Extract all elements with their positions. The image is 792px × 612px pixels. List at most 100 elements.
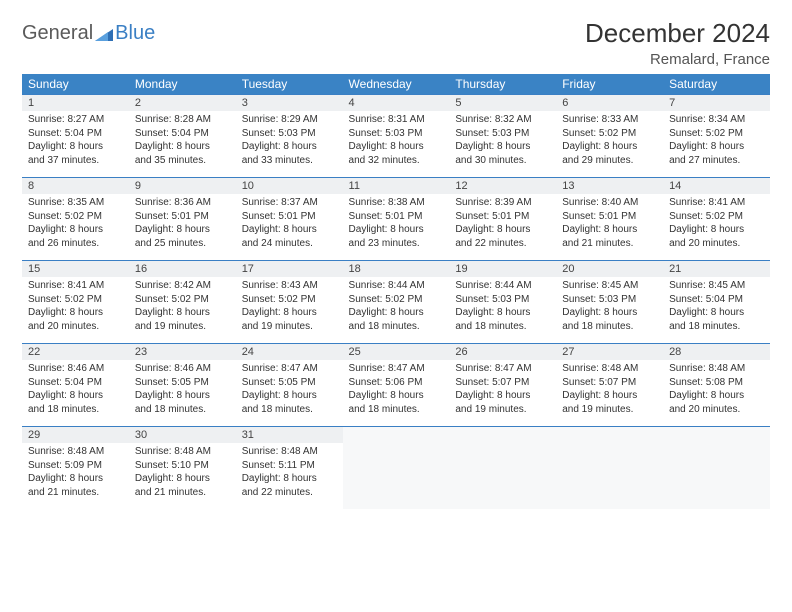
day-d1: Daylight: 8 hours [135, 140, 230, 154]
day-detail-cell: Sunrise: 8:48 AMSunset: 5:07 PMDaylight:… [556, 360, 663, 427]
day-d2: and 18 minutes. [135, 403, 230, 417]
day-sr: Sunrise: 8:31 AM [349, 113, 444, 127]
day-sr: Sunrise: 8:42 AM [135, 279, 230, 293]
day-d1: Daylight: 8 hours [669, 306, 764, 320]
day-number: 24 [242, 346, 254, 358]
day-d2: and 19 minutes. [135, 320, 230, 334]
day-d2: and 19 minutes. [562, 403, 657, 417]
day-d1: Daylight: 8 hours [562, 223, 657, 237]
day-detail-cell [343, 443, 450, 509]
day-number-cell: 31 [236, 427, 343, 444]
day-ss: Sunset: 5:02 PM [28, 293, 123, 307]
day-number-cell: 22 [22, 344, 129, 361]
day-detail-cell: Sunrise: 8:41 AMSunset: 5:02 PMDaylight:… [22, 277, 129, 344]
day-d1: Daylight: 8 hours [28, 389, 123, 403]
day-number-cell: 16 [129, 261, 236, 278]
day-number: 5 [455, 97, 461, 109]
day-ss: Sunset: 5:06 PM [349, 376, 444, 390]
day-d2: and 20 minutes. [28, 320, 123, 334]
day-detail-cell: Sunrise: 8:41 AMSunset: 5:02 PMDaylight:… [663, 194, 770, 261]
day-d2: and 32 minutes. [349, 154, 444, 168]
day-d2: and 21 minutes. [28, 486, 123, 500]
day-d2: and 23 minutes. [349, 237, 444, 251]
day-number: 12 [455, 180, 467, 192]
day-number-cell: 6 [556, 95, 663, 112]
day-d1: Daylight: 8 hours [455, 223, 550, 237]
day-detail-cell: Sunrise: 8:38 AMSunset: 5:01 PMDaylight:… [343, 194, 450, 261]
day-number-cell: 14 [663, 178, 770, 195]
day-d2: and 21 minutes. [562, 237, 657, 251]
day-number-cell: 4 [343, 95, 450, 112]
day-ss: Sunset: 5:07 PM [562, 376, 657, 390]
day-number: 31 [242, 429, 254, 441]
day-number: 25 [349, 346, 361, 358]
day-d1: Daylight: 8 hours [28, 306, 123, 320]
detail-row: Sunrise: 8:48 AMSunset: 5:09 PMDaylight:… [22, 443, 770, 509]
day-sr: Sunrise: 8:41 AM [669, 196, 764, 210]
day-sr: Sunrise: 8:35 AM [28, 196, 123, 210]
day-number: 14 [669, 180, 681, 192]
day-detail-cell: Sunrise: 8:42 AMSunset: 5:02 PMDaylight:… [129, 277, 236, 344]
day-ss: Sunset: 5:02 PM [562, 127, 657, 141]
day-sr: Sunrise: 8:48 AM [242, 445, 337, 459]
day-number-cell [449, 427, 556, 444]
dayhead-mon: Monday [129, 74, 236, 95]
day-detail-cell: Sunrise: 8:48 AMSunset: 5:08 PMDaylight:… [663, 360, 770, 427]
detail-row: Sunrise: 8:41 AMSunset: 5:02 PMDaylight:… [22, 277, 770, 344]
day-ss: Sunset: 5:02 PM [669, 127, 764, 141]
day-detail-cell [663, 443, 770, 509]
day-ss: Sunset: 5:01 PM [242, 210, 337, 224]
day-d1: Daylight: 8 hours [135, 223, 230, 237]
day-d1: Daylight: 8 hours [349, 140, 444, 154]
day-number-cell: 21 [663, 261, 770, 278]
day-sr: Sunrise: 8:27 AM [28, 113, 123, 127]
day-d2: and 24 minutes. [242, 237, 337, 251]
day-detail-cell: Sunrise: 8:45 AMSunset: 5:03 PMDaylight:… [556, 277, 663, 344]
day-ss: Sunset: 5:03 PM [242, 127, 337, 141]
day-d2: and 18 minutes. [349, 320, 444, 334]
day-d1: Daylight: 8 hours [669, 389, 764, 403]
day-sr: Sunrise: 8:48 AM [135, 445, 230, 459]
day-d2: and 29 minutes. [562, 154, 657, 168]
day-number-cell: 25 [343, 344, 450, 361]
day-d1: Daylight: 8 hours [669, 223, 764, 237]
day-detail-cell: Sunrise: 8:48 AMSunset: 5:09 PMDaylight:… [22, 443, 129, 509]
day-number: 29 [28, 429, 40, 441]
day-d2: and 27 minutes. [669, 154, 764, 168]
day-sr: Sunrise: 8:47 AM [455, 362, 550, 376]
dayhead-thu: Thursday [449, 74, 556, 95]
day-sr: Sunrise: 8:45 AM [562, 279, 657, 293]
day-ss: Sunset: 5:04 PM [28, 127, 123, 141]
day-sr: Sunrise: 8:34 AM [669, 113, 764, 127]
day-number-cell: 19 [449, 261, 556, 278]
day-sr: Sunrise: 8:41 AM [28, 279, 123, 293]
daynum-row: 15161718192021 [22, 261, 770, 278]
day-detail-cell: Sunrise: 8:48 AMSunset: 5:10 PMDaylight:… [129, 443, 236, 509]
day-ss: Sunset: 5:05 PM [135, 376, 230, 390]
day-number-cell: 17 [236, 261, 343, 278]
detail-row: Sunrise: 8:46 AMSunset: 5:04 PMDaylight:… [22, 360, 770, 427]
day-d1: Daylight: 8 hours [135, 472, 230, 486]
day-d1: Daylight: 8 hours [349, 223, 444, 237]
header: General Blue December 2024 Remalard, Fra… [22, 18, 770, 68]
day-ss: Sunset: 5:01 PM [455, 210, 550, 224]
day-number: 22 [28, 346, 40, 358]
day-sr: Sunrise: 8:40 AM [562, 196, 657, 210]
day-number: 13 [562, 180, 574, 192]
day-number-cell: 18 [343, 261, 450, 278]
day-d1: Daylight: 8 hours [135, 306, 230, 320]
day-header-row: Sunday Monday Tuesday Wednesday Thursday… [22, 74, 770, 95]
day-detail-cell: Sunrise: 8:40 AMSunset: 5:01 PMDaylight:… [556, 194, 663, 261]
day-d2: and 26 minutes. [28, 237, 123, 251]
day-number-cell [556, 427, 663, 444]
day-detail-cell: Sunrise: 8:32 AMSunset: 5:03 PMDaylight:… [449, 111, 556, 178]
day-detail-cell: Sunrise: 8:48 AMSunset: 5:11 PMDaylight:… [236, 443, 343, 509]
day-number-cell: 9 [129, 178, 236, 195]
day-ss: Sunset: 5:02 PM [28, 210, 123, 224]
day-number-cell: 27 [556, 344, 663, 361]
detail-row: Sunrise: 8:35 AMSunset: 5:02 PM Daylight:… [22, 194, 770, 261]
day-number-cell: 3 [236, 95, 343, 112]
day-d1: Daylight: 8 hours [455, 306, 550, 320]
day-number-cell: 13 [556, 178, 663, 195]
daynum-row: 22232425262728 [22, 344, 770, 361]
